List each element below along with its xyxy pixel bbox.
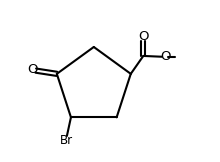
Text: Br: Br (60, 134, 73, 147)
Text: O: O (138, 30, 148, 43)
Text: O: O (160, 50, 170, 63)
Text: O: O (27, 63, 37, 76)
